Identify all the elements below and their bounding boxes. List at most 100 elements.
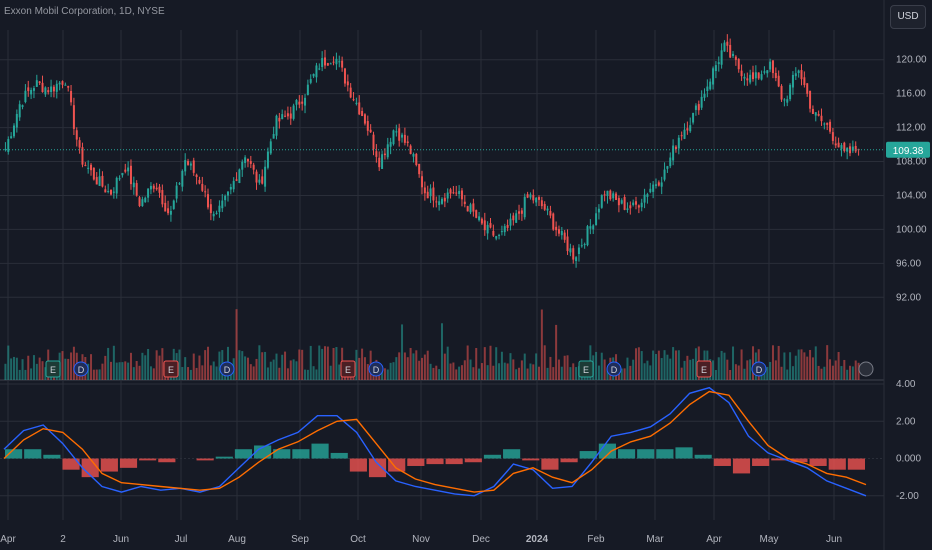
candle: [623, 197, 626, 210]
candle: [703, 93, 706, 98]
volume-bar: [720, 350, 723, 380]
candle: [435, 201, 438, 203]
volume-bar: [92, 369, 95, 380]
volume-bar: [712, 360, 715, 380]
volume-bar: [783, 352, 786, 380]
volume-bar: [389, 362, 392, 380]
candle: [127, 167, 130, 172]
volume-bar: [626, 357, 629, 380]
candle: [523, 196, 526, 218]
volume-bar: [204, 350, 207, 380]
candle: [209, 204, 212, 214]
candle: [226, 191, 229, 196]
volume-bar: [557, 359, 560, 380]
candle: [503, 226, 506, 233]
candle: [463, 201, 466, 205]
volume-bar: [692, 358, 695, 380]
volume-bar: [184, 357, 187, 380]
candle: [64, 84, 67, 86]
volume-bar: [138, 365, 141, 380]
volume-bar: [284, 351, 287, 380]
candle: [726, 41, 729, 46]
candle: [518, 211, 521, 214]
candle: [164, 202, 167, 212]
volume-bar: [324, 346, 326, 380]
candle: [41, 82, 44, 93]
volume-bar: [543, 345, 546, 380]
volume-bar: [780, 366, 783, 380]
candle: [44, 87, 47, 95]
x-tick-label: Oct: [350, 534, 366, 545]
volume-bar: [292, 359, 295, 380]
candle: [112, 191, 115, 193]
volume-bar: [569, 367, 572, 380]
volume-bar: [392, 362, 395, 380]
event-marker-label: E: [583, 365, 589, 375]
candle: [135, 183, 138, 196]
candle: [255, 171, 258, 183]
candle: [369, 129, 372, 133]
candle: [415, 153, 418, 165]
candle: [686, 128, 689, 131]
volume-bar: [438, 369, 441, 380]
volume-bar: [806, 356, 809, 380]
volume-bar: [814, 346, 817, 380]
volume-bar: [797, 349, 800, 380]
candle: [677, 137, 680, 149]
candle: [563, 232, 566, 240]
volume-bar: [326, 346, 329, 380]
currency-button[interactable]: USD: [890, 5, 926, 29]
volume-bar: [249, 364, 252, 380]
volume-bar: [403, 352, 406, 380]
candle: [361, 111, 364, 116]
candle: [777, 75, 780, 87]
macd-histogram-bar: [43, 454, 61, 459]
price-tick-label: 92.00: [896, 292, 921, 303]
volume-bar: [851, 366, 854, 380]
volume-bar: [255, 358, 258, 380]
volume-bar: [269, 361, 272, 380]
candle: [172, 200, 175, 209]
candle: [672, 145, 675, 161]
volume-bar: [201, 365, 204, 380]
volume-bar: [743, 368, 746, 380]
volume-bar: [549, 356, 552, 380]
volume-bar: [321, 348, 324, 380]
candle: [834, 143, 837, 146]
candle: [386, 144, 389, 158]
volume-bar: [452, 362, 455, 380]
candle: [603, 194, 606, 196]
chart-title: Exxon Mobil Corporation, 1D, NYSE: [4, 6, 165, 17]
volume-bar: [791, 366, 794, 380]
volume-bar: [809, 349, 812, 380]
volume-bar: [412, 353, 415, 380]
macd-tick-label: 4.00: [896, 379, 916, 390]
volume-bar: [435, 365, 438, 380]
candle: [21, 105, 24, 107]
macd-histogram-bar: [464, 458, 482, 463]
candle: [278, 117, 281, 122]
volume-bar: [147, 348, 150, 380]
volume-bar: [752, 346, 754, 380]
candle: [460, 190, 463, 200]
volume-bar: [489, 345, 492, 380]
event-marker-label: E: [168, 365, 174, 375]
candle: [500, 231, 503, 233]
dividend-marker: [606, 361, 622, 377]
candle: [589, 226, 592, 229]
dividend-marker: [73, 361, 89, 377]
event-marker-label: E: [345, 365, 351, 375]
candle: [144, 197, 147, 203]
candle: [746, 78, 749, 81]
candle: [258, 179, 261, 183]
candle: [27, 87, 30, 92]
price-candles: [4, 34, 860, 268]
volume-bar: [794, 355, 797, 380]
macd-histogram-bar: [522, 458, 540, 461]
volume-bar: [486, 365, 489, 380]
macd-histogram-bar: [445, 458, 463, 465]
volume-bar: [552, 367, 555, 380]
candle: [90, 164, 93, 171]
macd-tick-label: 0.000: [896, 454, 921, 465]
macd-pane: [3, 386, 867, 497]
